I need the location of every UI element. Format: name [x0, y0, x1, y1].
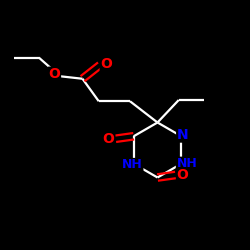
Text: O: O — [48, 67, 60, 81]
Text: NH: NH — [122, 158, 143, 172]
Text: O: O — [176, 168, 188, 182]
Text: N: N — [177, 128, 188, 142]
Text: NH: NH — [176, 157, 197, 170]
Text: O: O — [103, 132, 115, 146]
Text: O: O — [100, 57, 112, 71]
